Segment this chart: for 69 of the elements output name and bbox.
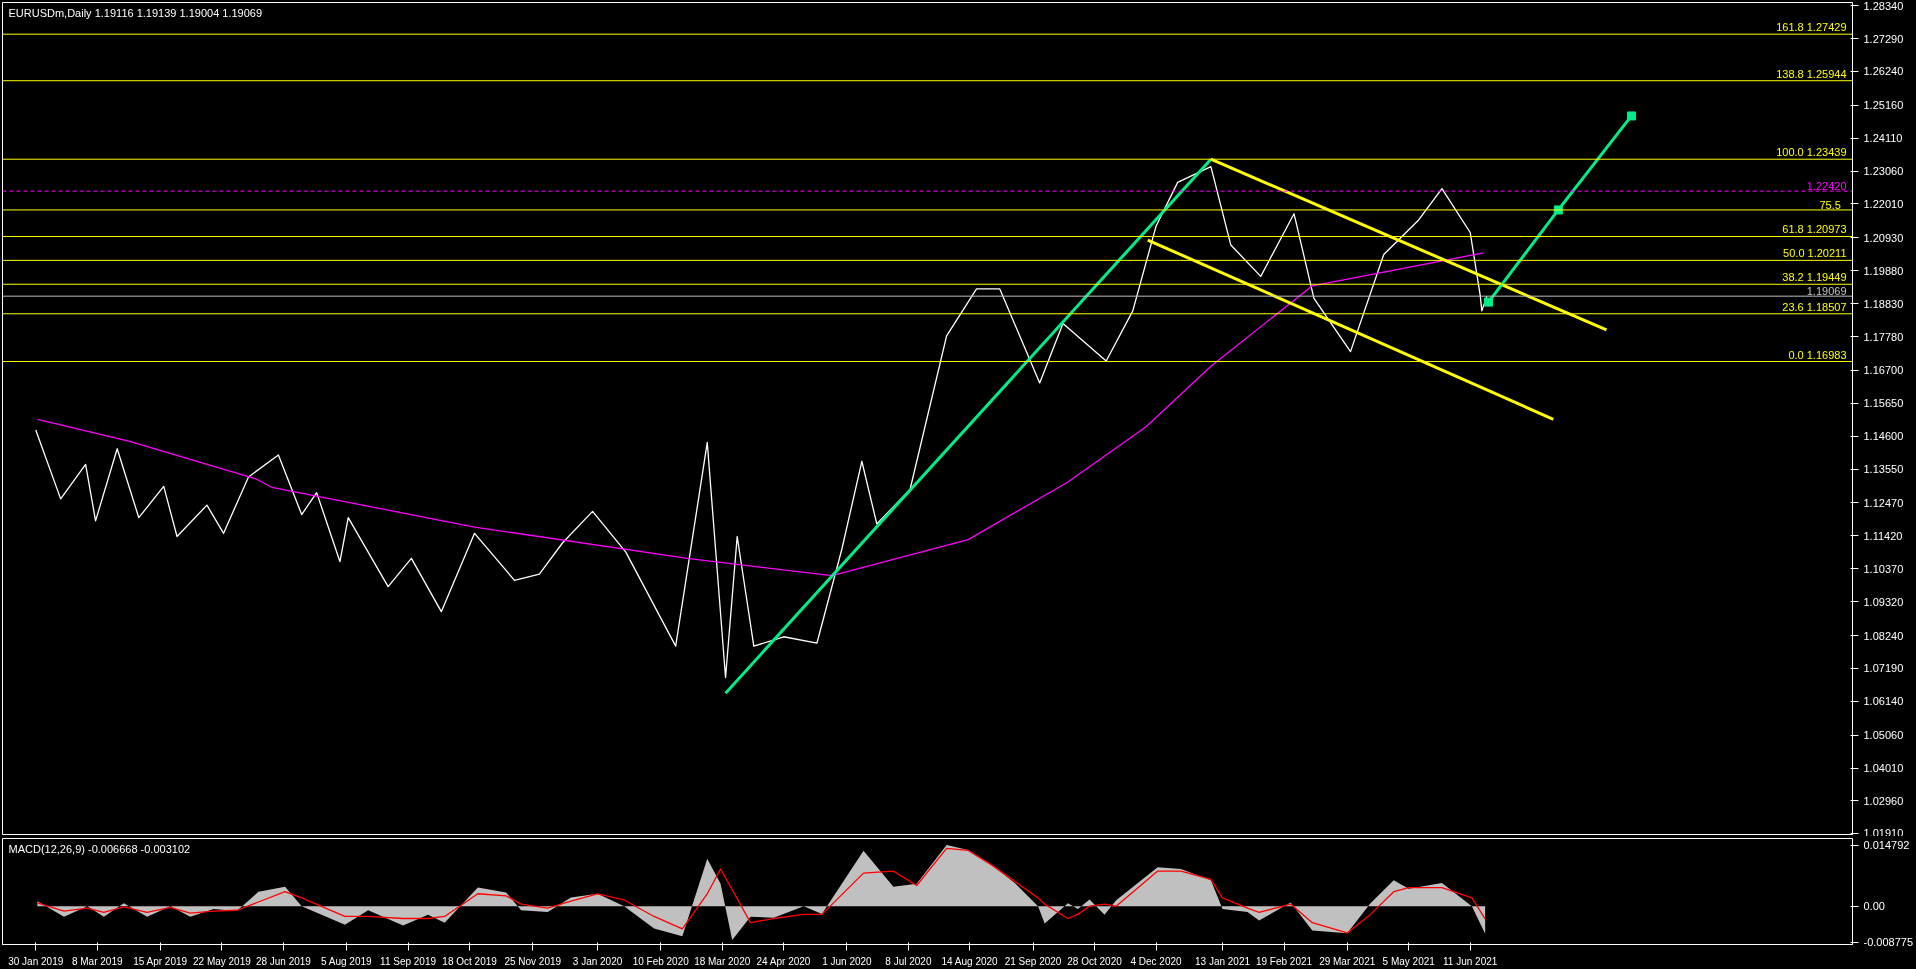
y-tick-label: 1.16700 <box>1863 364 1904 377</box>
y-tick-label: 1.20930 <box>1863 231 1904 244</box>
annotation: 75.5 <box>1819 198 1841 211</box>
y-tick-label: 1.19880 <box>1863 264 1904 277</box>
chart-title: MACD(12,26,9) -0.006668 -0.003102 <box>8 842 191 855</box>
ref-line-label: 100.0 1.23439 <box>1776 146 1847 159</box>
x-tick-label: 22 May 2019 <box>193 955 252 967</box>
y-tick-label: 1.23060 <box>1863 165 1904 178</box>
x-tick-label: 19 Feb 2021 <box>1255 955 1313 967</box>
y-tick-label: 1.13550 <box>1863 463 1904 476</box>
x-tick-label: 25 Nov 2019 <box>504 955 562 967</box>
x-tick-label: 29 Mar 2021 <box>1319 955 1376 967</box>
x-tick-label: 28 Jun 2019 <box>255 955 312 967</box>
line-series <box>36 252 1485 577</box>
y-tick-label: 1.22010 <box>1863 198 1904 210</box>
y-tick-label: 1.15650 <box>1863 397 1904 410</box>
y-tick-label: 1.08240 <box>1863 629 1904 642</box>
y-tick-label: 1.18830 <box>1863 297 1904 310</box>
y-tick-label: -0.008775 <box>1863 936 1914 949</box>
y-tick-label: 1.06140 <box>1863 695 1904 708</box>
x-tick-label: 13 Jan 2021 <box>1195 955 1251 967</box>
x-tick-label: 11 Jun 2021 <box>1443 955 1498 967</box>
x-tick-label: 1 Jun 2020 <box>822 955 873 967</box>
y-tick-label: 1.28340 <box>1863 0 1904 12</box>
ref-line-label: 138.8 1.25944 <box>1776 67 1847 80</box>
ref-line-label: 161.8 1.27429 <box>1776 21 1847 34</box>
y-tick-label: 1.27290 <box>1863 32 1904 45</box>
point <box>1483 297 1493 307</box>
x-tick-label: 11 Sep 2019 <box>380 955 437 967</box>
y-tick-label: 1.09320 <box>1863 595 1904 608</box>
y-tick-label: 1.25160 <box>1863 99 1904 112</box>
chart-title: EURUSDm,Daily 1.19116 1.19139 1.19004 1.19069 <box>8 6 263 19</box>
x-tick-label: 28 Oct 2020 <box>1067 955 1123 967</box>
y-tick-label: 1.11420 <box>1863 529 1903 542</box>
y-tick-label: 1.07190 <box>1863 662 1904 675</box>
x-tick-label: 10 Feb 2020 <box>632 955 690 967</box>
x-tick-label: 21 Sep 2020 <box>1004 955 1062 967</box>
y-tick-label: 1.05060 <box>1863 729 1904 742</box>
y-tick-label: 1.14600 <box>1863 430 1904 443</box>
y-tick-label: 1.12470 <box>1863 496 1904 509</box>
x-tick-label: 3 Jan 2020 <box>572 955 623 967</box>
x-tick-label: 5 Aug 2019 <box>320 955 373 967</box>
y-tick-label: 0.014792 <box>1863 839 1910 852</box>
y-tick-label: 0.00 <box>1863 900 1885 913</box>
y-tick-label: 1.04010 <box>1863 762 1904 775</box>
ref-line-label: 50.0 1.20211 <box>1783 247 1847 260</box>
ref-line-label: 1.19069 <box>1806 285 1847 298</box>
ref-line-label: 1.22420 <box>1806 180 1847 193</box>
point <box>1626 111 1636 121</box>
x-tick-label: 14 Aug 2020 <box>941 955 999 967</box>
x-tick-label: 30 Jan 2019 <box>8 955 64 967</box>
y-tick-label: 1.02960 <box>1863 794 1904 807</box>
ref-line-label: 61.8 1.20973 <box>1782 223 1847 236</box>
x-tick-label: 18 Mar 2020 <box>694 955 751 967</box>
y-tick-label: 1.17780 <box>1863 330 1904 343</box>
y-tick-label: 1.24110 <box>1863 132 1903 145</box>
ref-line-label: 23.6 1.18507 <box>1782 300 1847 313</box>
y-tick-label: 1.10370 <box>1863 562 1904 575</box>
y-tick-label: 1.01910 <box>1863 826 1904 839</box>
x-tick-label: 8 Jul 2020 <box>885 955 932 967</box>
x-tick-label: 8 Mar 2019 <box>71 955 123 967</box>
x-tick-label: 18 Oct 2019 <box>442 955 498 967</box>
ref-line-label: 0.0 1.16983 <box>1788 348 1847 361</box>
y-tick-label: 1.26240 <box>1863 65 1904 78</box>
x-tick-label: 4 Dec 2020 <box>1130 955 1183 967</box>
x-tick-label: 15 Apr 2019 <box>133 955 188 967</box>
x-tick-label: 5 May 2021 <box>1382 955 1436 967</box>
ref-line-label: 38.2 1.19449 <box>1782 271 1847 284</box>
x-tick-label: 24 Apr 2020 <box>756 955 811 967</box>
